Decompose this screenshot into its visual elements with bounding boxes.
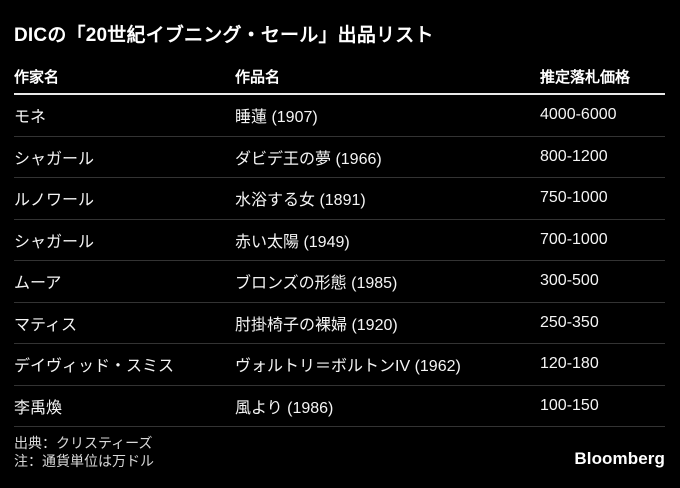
table-row: モネ 睡蓮 (1907) 4000-6000 (14, 95, 665, 137)
cell-estimate: 700-1000 (540, 230, 608, 248)
source-line: 出典：クリスティーズ (14, 435, 153, 451)
column-header-artist: 作家名 (14, 69, 60, 86)
table-row: ムーア ブロンズの形態 (1985) 300-500 (14, 261, 665, 303)
column-header-estimate: 推定落札価格 (540, 69, 631, 86)
table-header-row: 作家名 作品名 推定落札価格 (14, 66, 665, 87)
cell-artist: マティス (14, 316, 78, 334)
bloomberg-logo: Bloomberg (574, 449, 665, 468)
cell-work: ヴォルトリ＝ボルトンIV (1962) (235, 358, 461, 376)
table-row: デイヴィッド・スミス ヴォルトリ＝ボルトンIV (1962) 120-180 (14, 344, 665, 386)
cell-estimate: 750-1000 (540, 189, 608, 207)
table-row: シャガール 赤い太陽 (1949) 700-1000 (14, 220, 665, 261)
cell-artist: ルノワール (14, 192, 95, 210)
source-note: 出典：クリスティーズ 注：通貨単位は万ドル (14, 434, 154, 470)
cell-artist: シャガール (14, 233, 95, 251)
cell-work: 肘掛椅子の裸婦 (1920) (235, 316, 398, 334)
table-body: モネ 睡蓮 (1907) 4000-6000 シャガール ダビデ王の夢 (1966) 80… (14, 95, 665, 427)
content-area: DICの「20世紀イブニング・セール」出品リスト 作家名 作品名 推定落札価格 … (14, 0, 665, 488)
cell-estimate: 250-350 (540, 313, 599, 331)
cell-work: ブロンズの形態 (1985) (235, 275, 398, 293)
column-header-work: 作品名 (235, 69, 281, 86)
page-title: DICの「20世紀イブニング・セール」出品リスト (14, 25, 434, 46)
cell-estimate: 4000-6000 (540, 106, 617, 124)
cell-work: 水浴する女 (1891) (235, 192, 366, 210)
cell-artist: シャガール (14, 150, 95, 168)
cell-artist: ムーア (14, 275, 62, 293)
cell-estimate: 300-500 (540, 272, 599, 290)
cell-estimate: 800-1200 (540, 147, 608, 165)
table-row: シャガール ダビデ王の夢 (1966) 800-1200 (14, 137, 665, 178)
note-line: 注：通貨単位は万ドル (14, 453, 154, 469)
cell-work: 赤い太陽 (1949) (235, 233, 350, 251)
cell-work: ダビデ王の夢 (1966) (235, 150, 382, 168)
cell-estimate: 100-150 (540, 396, 599, 414)
cell-work: 睡蓮 (1907) (235, 109, 318, 127)
table-row: マティス 肘掛椅子の裸婦 (1920) 250-350 (14, 303, 665, 344)
cell-artist: デイヴィッド・スミス (14, 358, 175, 376)
cell-work: 風より (1986) (235, 399, 334, 417)
table-row: ルノワール 水浴する女 (1891) 750-1000 (14, 178, 665, 220)
table-row: 李禹煥 風より (1986) 100-150 (14, 386, 665, 427)
cell-artist: モネ (14, 109, 47, 127)
cell-estimate: 120-180 (540, 355, 599, 373)
header-divider (14, 93, 665, 95)
cell-artist: 李禹煥 (14, 399, 63, 417)
